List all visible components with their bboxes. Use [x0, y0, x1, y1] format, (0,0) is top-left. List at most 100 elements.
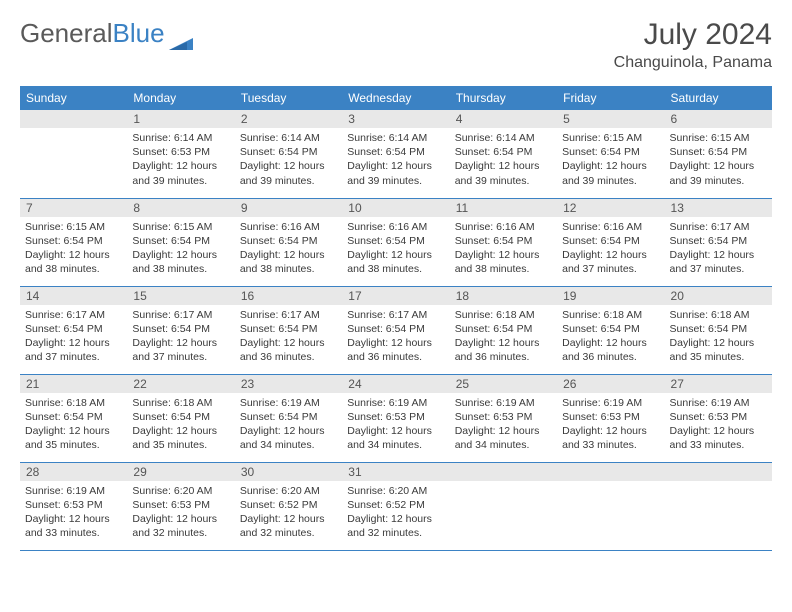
day-number: 6	[665, 110, 772, 128]
calendar-cell: 31Sunrise: 6:20 AMSunset: 6:52 PMDayligh…	[342, 462, 449, 550]
day-content: Sunrise: 6:14 AMSunset: 6:54 PMDaylight:…	[235, 128, 342, 193]
calendar-cell: 23Sunrise: 6:19 AMSunset: 6:54 PMDayligh…	[235, 374, 342, 462]
day-number: 26	[557, 375, 664, 393]
calendar-cell: 4Sunrise: 6:14 AMSunset: 6:54 PMDaylight…	[450, 110, 557, 198]
day-number: 12	[557, 199, 664, 217]
calendar-cell: 17Sunrise: 6:17 AMSunset: 6:54 PMDayligh…	[342, 286, 449, 374]
sunset-text: Sunset: 6:54 PM	[25, 322, 122, 336]
sunset-text: Sunset: 6:53 PM	[670, 410, 767, 424]
day-number	[665, 463, 772, 481]
sunset-text: Sunset: 6:54 PM	[25, 410, 122, 424]
sunset-text: Sunset: 6:54 PM	[347, 322, 444, 336]
sunrise-text: Sunrise: 6:17 AM	[240, 308, 337, 322]
day-number: 5	[557, 110, 664, 128]
calendar-cell: 7Sunrise: 6:15 AMSunset: 6:54 PMDaylight…	[20, 198, 127, 286]
day-content: Sunrise: 6:19 AMSunset: 6:53 PMDaylight:…	[557, 393, 664, 458]
sunrise-text: Sunrise: 6:19 AM	[455, 396, 552, 410]
day-number: 29	[127, 463, 234, 481]
day-number: 11	[450, 199, 557, 217]
day-content: Sunrise: 6:20 AMSunset: 6:52 PMDaylight:…	[342, 481, 449, 546]
title-block: July 2024 Changuinola, Panama	[614, 18, 772, 72]
daylight-text: Daylight: 12 hours and 34 minutes.	[455, 424, 552, 452]
calendar-cell: 25Sunrise: 6:19 AMSunset: 6:53 PMDayligh…	[450, 374, 557, 462]
sunset-text: Sunset: 6:52 PM	[347, 498, 444, 512]
sunset-text: Sunset: 6:54 PM	[132, 410, 229, 424]
day-content: Sunrise: 6:16 AMSunset: 6:54 PMDaylight:…	[557, 217, 664, 282]
calendar-cell: 24Sunrise: 6:19 AMSunset: 6:53 PMDayligh…	[342, 374, 449, 462]
sunset-text: Sunset: 6:53 PM	[455, 410, 552, 424]
daylight-text: Daylight: 12 hours and 38 minutes.	[455, 248, 552, 276]
day-header: Friday	[557, 86, 664, 110]
day-number: 15	[127, 287, 234, 305]
calendar-table: Sunday Monday Tuesday Wednesday Thursday…	[20, 86, 772, 551]
calendar-cell: 30Sunrise: 6:20 AMSunset: 6:52 PMDayligh…	[235, 462, 342, 550]
sunrise-text: Sunrise: 6:18 AM	[25, 396, 122, 410]
day-number: 8	[127, 199, 234, 217]
sunrise-text: Sunrise: 6:19 AM	[240, 396, 337, 410]
day-content: Sunrise: 6:18 AMSunset: 6:54 PMDaylight:…	[557, 305, 664, 370]
calendar-cell: 18Sunrise: 6:18 AMSunset: 6:54 PMDayligh…	[450, 286, 557, 374]
calendar-row: 1Sunrise: 6:14 AMSunset: 6:53 PMDaylight…	[20, 110, 772, 198]
day-number	[20, 110, 127, 128]
day-content: Sunrise: 6:19 AMSunset: 6:53 PMDaylight:…	[20, 481, 127, 546]
calendar-cell: 11Sunrise: 6:16 AMSunset: 6:54 PMDayligh…	[450, 198, 557, 286]
sunrise-text: Sunrise: 6:16 AM	[347, 220, 444, 234]
day-content: Sunrise: 6:15 AMSunset: 6:54 PMDaylight:…	[20, 217, 127, 282]
sunrise-text: Sunrise: 6:18 AM	[455, 308, 552, 322]
day-content: Sunrise: 6:18 AMSunset: 6:54 PMDaylight:…	[20, 393, 127, 458]
day-content: Sunrise: 6:19 AMSunset: 6:53 PMDaylight:…	[665, 393, 772, 458]
sunset-text: Sunset: 6:54 PM	[25, 234, 122, 248]
day-content: Sunrise: 6:20 AMSunset: 6:52 PMDaylight:…	[235, 481, 342, 546]
sunset-text: Sunset: 6:54 PM	[670, 145, 767, 159]
day-number: 1	[127, 110, 234, 128]
sunset-text: Sunset: 6:53 PM	[562, 410, 659, 424]
sunset-text: Sunset: 6:54 PM	[347, 145, 444, 159]
day-number: 10	[342, 199, 449, 217]
day-number: 3	[342, 110, 449, 128]
sunset-text: Sunset: 6:54 PM	[562, 234, 659, 248]
day-content: Sunrise: 6:17 AMSunset: 6:54 PMDaylight:…	[342, 305, 449, 370]
day-content: Sunrise: 6:14 AMSunset: 6:54 PMDaylight:…	[342, 128, 449, 193]
logo-text-2: Blue	[113, 18, 165, 49]
daylight-text: Daylight: 12 hours and 32 minutes.	[240, 512, 337, 540]
day-number: 14	[20, 287, 127, 305]
day-header-row: Sunday Monday Tuesday Wednesday Thursday…	[20, 86, 772, 110]
day-number: 9	[235, 199, 342, 217]
calendar-cell	[557, 462, 664, 550]
sunset-text: Sunset: 6:54 PM	[455, 322, 552, 336]
day-number: 18	[450, 287, 557, 305]
day-number: 31	[342, 463, 449, 481]
daylight-text: Daylight: 12 hours and 36 minutes.	[562, 336, 659, 364]
day-content: Sunrise: 6:19 AMSunset: 6:54 PMDaylight:…	[235, 393, 342, 458]
sunset-text: Sunset: 6:53 PM	[25, 498, 122, 512]
sunset-text: Sunset: 6:54 PM	[562, 322, 659, 336]
sunrise-text: Sunrise: 6:17 AM	[670, 220, 767, 234]
day-content: Sunrise: 6:14 AMSunset: 6:54 PMDaylight:…	[450, 128, 557, 193]
sunset-text: Sunset: 6:54 PM	[132, 322, 229, 336]
sunset-text: Sunset: 6:54 PM	[240, 322, 337, 336]
calendar-row: 14Sunrise: 6:17 AMSunset: 6:54 PMDayligh…	[20, 286, 772, 374]
sunrise-text: Sunrise: 6:16 AM	[562, 220, 659, 234]
calendar-cell: 28Sunrise: 6:19 AMSunset: 6:53 PMDayligh…	[20, 462, 127, 550]
sunrise-text: Sunrise: 6:14 AM	[455, 131, 552, 145]
calendar-cell: 14Sunrise: 6:17 AMSunset: 6:54 PMDayligh…	[20, 286, 127, 374]
daylight-text: Daylight: 12 hours and 39 minutes.	[670, 159, 767, 187]
calendar-cell: 10Sunrise: 6:16 AMSunset: 6:54 PMDayligh…	[342, 198, 449, 286]
day-content: Sunrise: 6:15 AMSunset: 6:54 PMDaylight:…	[665, 128, 772, 193]
calendar-row: 21Sunrise: 6:18 AMSunset: 6:54 PMDayligh…	[20, 374, 772, 462]
day-number: 21	[20, 375, 127, 393]
calendar-cell: 9Sunrise: 6:16 AMSunset: 6:54 PMDaylight…	[235, 198, 342, 286]
calendar-cell: 27Sunrise: 6:19 AMSunset: 6:53 PMDayligh…	[665, 374, 772, 462]
calendar-cell: 3Sunrise: 6:14 AMSunset: 6:54 PMDaylight…	[342, 110, 449, 198]
sunrise-text: Sunrise: 6:17 AM	[132, 308, 229, 322]
calendar-cell: 21Sunrise: 6:18 AMSunset: 6:54 PMDayligh…	[20, 374, 127, 462]
calendar-cell: 20Sunrise: 6:18 AMSunset: 6:54 PMDayligh…	[665, 286, 772, 374]
day-number: 19	[557, 287, 664, 305]
sunset-text: Sunset: 6:54 PM	[240, 145, 337, 159]
calendar-cell: 5Sunrise: 6:15 AMSunset: 6:54 PMDaylight…	[557, 110, 664, 198]
day-number: 24	[342, 375, 449, 393]
day-content: Sunrise: 6:16 AMSunset: 6:54 PMDaylight:…	[235, 217, 342, 282]
daylight-text: Daylight: 12 hours and 35 minutes.	[670, 336, 767, 364]
day-number: 17	[342, 287, 449, 305]
day-header: Tuesday	[235, 86, 342, 110]
